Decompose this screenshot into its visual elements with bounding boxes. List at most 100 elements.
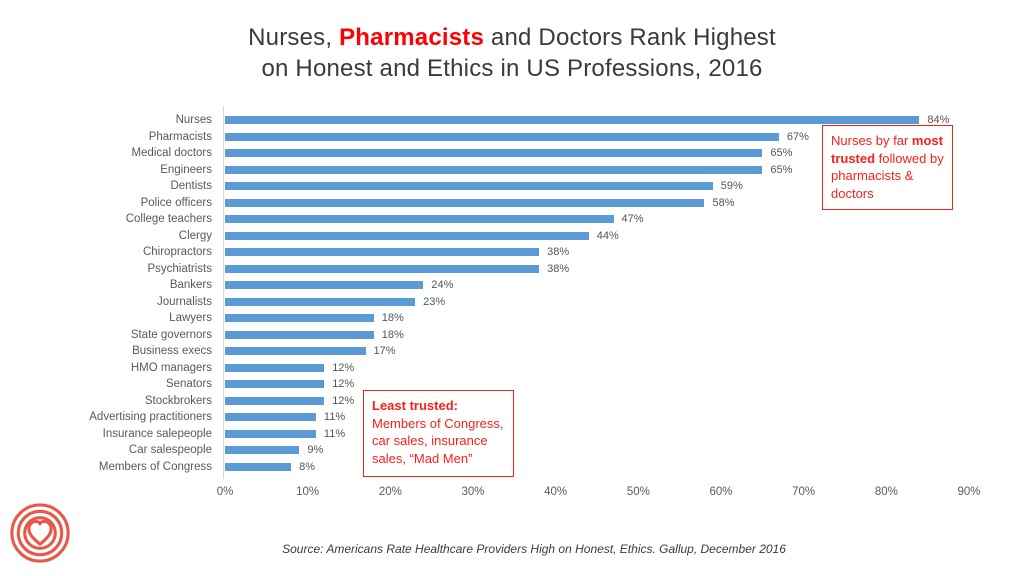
source-citation: Source: Americans Rate Healthcare Provid… [282, 542, 786, 556]
x-tick-label: 80% [874, 486, 898, 498]
value-label: 47% [621, 213, 644, 226]
category-label: Journalists [157, 295, 212, 308]
value-label: 24% [431, 279, 454, 292]
title-text-pre: Nurses, [248, 24, 340, 51]
bar-row: Engineers 65% [0, 162, 1024, 179]
logo-ring-inner [23, 516, 57, 550]
value-label: 65% [770, 163, 793, 176]
annotation-heading: Least trusted: [372, 398, 458, 413]
bar [225, 314, 374, 323]
x-tick-label: 20% [378, 486, 402, 498]
bar-row: Pharmacists 67% [0, 129, 1024, 146]
bar [225, 446, 300, 455]
value-label: 9% [307, 444, 324, 457]
chart-title-line2: on Honest and Ethics in US Professions, … [261, 55, 763, 82]
bar-row: Chiropractors 38% [0, 244, 1024, 261]
value-label: 11% [323, 411, 346, 424]
bar [225, 149, 763, 158]
annotation-text-bold: most trusted [831, 133, 943, 166]
value-label: 67% [786, 130, 809, 143]
category-label: Advertising practitioners [89, 411, 212, 424]
value-label: 11% [323, 427, 346, 440]
category-label: Dentists [170, 180, 212, 193]
category-label: Business execs [132, 345, 212, 358]
annotation-text: Nurses by far [831, 133, 912, 148]
bar [225, 462, 292, 471]
annotation-text: Members of Congress, car sales, insuranc… [372, 415, 504, 466]
category-label: Pharmacists [148, 130, 212, 143]
bar-row: Psychiatrists 38% [0, 261, 1024, 278]
bar [225, 132, 779, 141]
category-label: Police officers [140, 196, 212, 209]
bar [225, 363, 325, 372]
x-tick-label: 0% [216, 486, 234, 498]
bar-row: HMO managers 12% [0, 360, 1024, 377]
value-label: 18% [381, 328, 404, 341]
title-text-post: and Doctors Rank Highest [484, 24, 776, 51]
bar-row: College teachers 47% [0, 211, 1024, 228]
category-label: Medical doctors [131, 147, 212, 160]
category-label: Chiropractors [142, 246, 212, 259]
category-label: Bankers [169, 279, 212, 292]
bar-row: Bankers 24% [0, 277, 1024, 294]
bar-row: Insurance salepeople 11% [0, 426, 1024, 443]
category-label: Car salespeople [128, 444, 212, 457]
bar [225, 248, 540, 257]
value-label: 58% [712, 196, 735, 209]
bar-row: Car salespeople 9% [0, 442, 1024, 459]
bar [225, 198, 705, 207]
value-label: 8% [299, 460, 316, 473]
annotation-text: followed by pharmacists & doctors [831, 150, 944, 201]
value-label: 23% [423, 295, 446, 308]
bar-row: Senators 12% [0, 376, 1024, 393]
bar [225, 347, 366, 356]
value-label: 84% [927, 114, 950, 127]
category-label: Lawyers [169, 312, 212, 325]
value-label: 12% [332, 361, 355, 374]
value-label: 38% [547, 262, 570, 275]
bar [225, 165, 763, 174]
category-label: State governors [130, 328, 212, 341]
x-tick-label: 10% [296, 486, 320, 498]
bar-row: Stockbrokers 12% [0, 393, 1024, 410]
bar-row: Advertising practitioners 11% [0, 409, 1024, 426]
bar [225, 429, 316, 438]
category-label: Psychiatrists [147, 262, 212, 275]
value-label: 17% [373, 345, 396, 358]
bar-row: Business execs 17% [0, 343, 1024, 360]
x-tick-label: 50% [626, 486, 650, 498]
bar [225, 281, 424, 290]
bar-row: State governors 18% [0, 327, 1024, 344]
value-label: 12% [332, 378, 355, 391]
chart-title-line1: Nurses, Pharmacists and Doctors Rank Hig… [0, 22, 1024, 53]
value-label: 44% [596, 229, 619, 242]
heart-icon [27, 519, 53, 546]
category-label: HMO managers [130, 361, 212, 374]
bar-row: Lawyers 18% [0, 310, 1024, 327]
bar [225, 182, 713, 191]
bar [225, 231, 589, 240]
x-tick-label: 90% [957, 486, 981, 498]
x-tick-label: 30% [461, 486, 485, 498]
bar [225, 380, 325, 389]
bar [225, 297, 416, 306]
chart-title: Nurses, Pharmacists and Doctors Rank Hig… [0, 22, 1024, 84]
heart-target-logo [10, 503, 70, 563]
x-tick-label: 70% [792, 486, 816, 498]
bar-row: Dentists 59% [0, 178, 1024, 195]
category-label: Engineers [160, 163, 212, 176]
bar-row: Clergy 44% [0, 228, 1024, 245]
bar-row: Journalists 23% [0, 294, 1024, 311]
y-axis-line [223, 107, 224, 479]
category-label: Members of Congress [98, 460, 212, 473]
plot-area: Nurses 84% Pharmacists 67% Medical doctors 65… [0, 112, 1024, 475]
value-label: 12% [332, 394, 355, 407]
category-label: Senators [165, 378, 212, 391]
x-tick-label: 60% [709, 486, 733, 498]
category-label: Nurses [175, 114, 212, 127]
logo-ring-outer [10, 503, 70, 563]
bar [225, 330, 374, 339]
x-tick-label: 40% [544, 486, 568, 498]
title-text-highlight: Pharmacists [339, 24, 485, 51]
